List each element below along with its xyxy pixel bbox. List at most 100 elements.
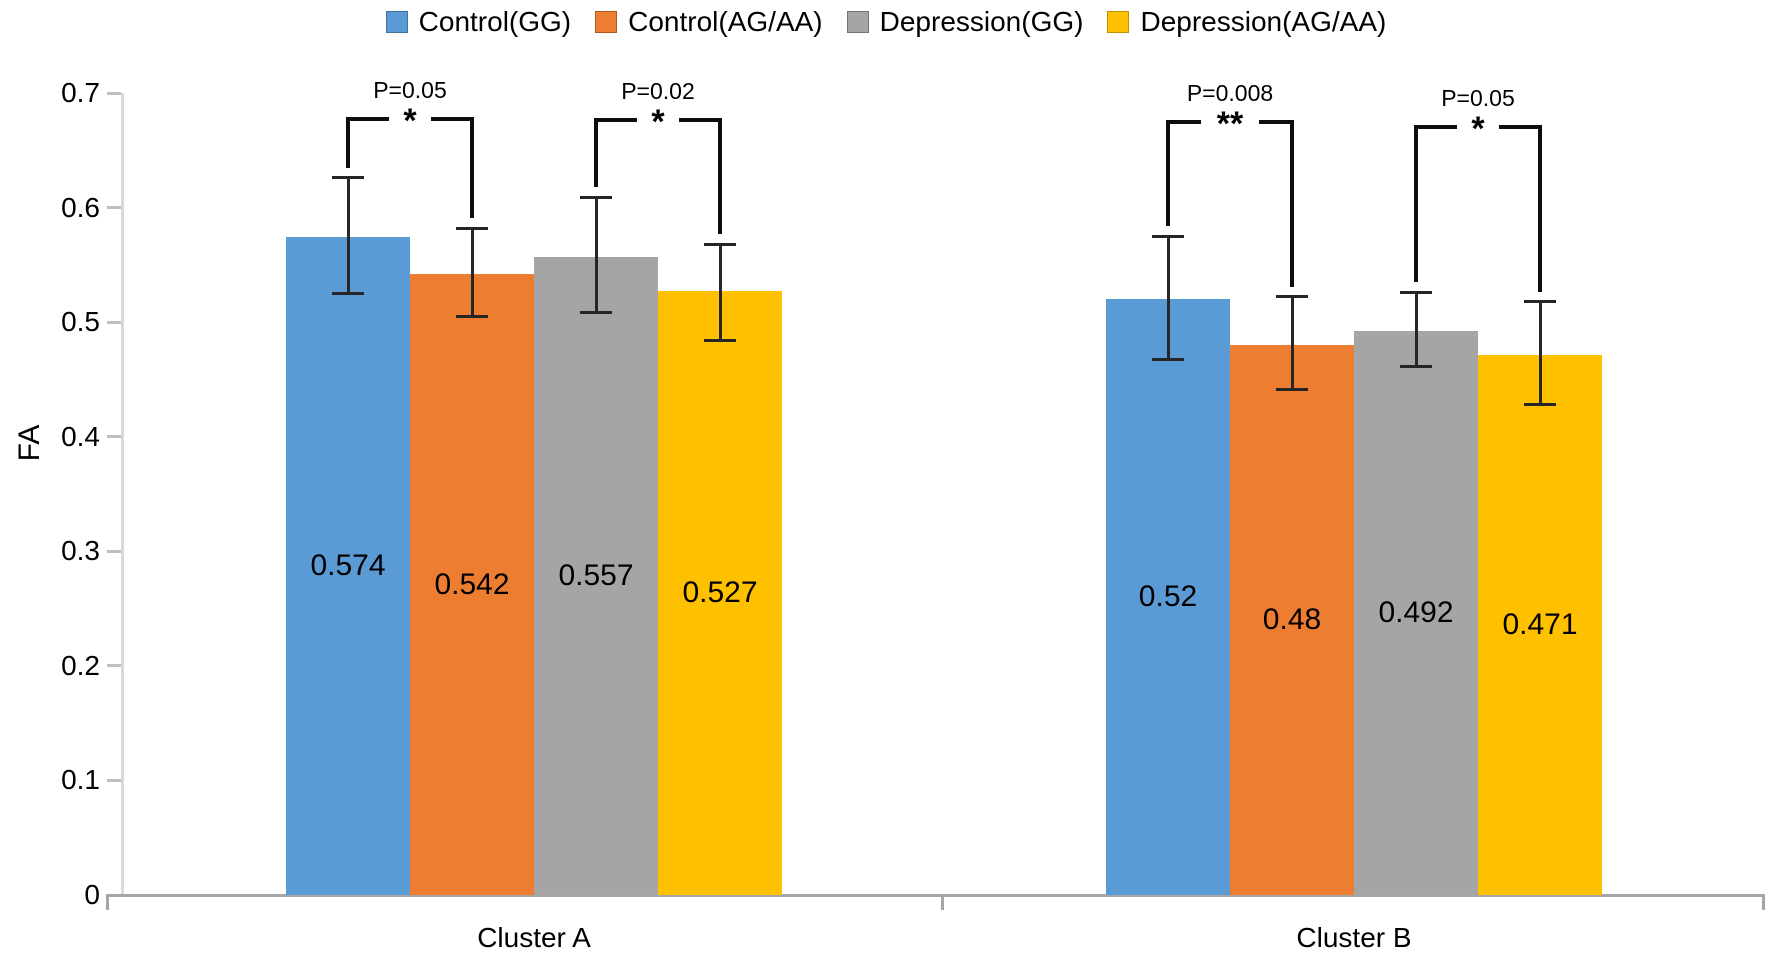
x-axis-tick (1762, 895, 1765, 910)
legend-label: Depression(GG) (879, 6, 1084, 37)
error-bar-line (1538, 301, 1542, 405)
significance-bracket-bar (596, 118, 637, 122)
error-bar-line (470, 228, 474, 317)
y-tick-label: 0.2 (61, 649, 100, 681)
y-tick-label: 0.6 (61, 191, 100, 223)
y-tick-label: 0.7 (61, 77, 100, 108)
error-bar-line (1414, 292, 1418, 367)
error-bar-line (718, 244, 722, 341)
error-bar-cap-top (704, 242, 736, 246)
category-label: Cluster A (477, 922, 591, 953)
y-tick-label: 0.1 (61, 764, 100, 796)
legend-swatch-icon (1107, 11, 1130, 33)
error-bar-line (1166, 236, 1170, 360)
y-tick-mark (107, 664, 121, 668)
p-value-label: P=0.02 (621, 78, 695, 104)
bar (1354, 331, 1478, 895)
significance-stars: * (403, 102, 417, 140)
significance-bracket-right (718, 118, 722, 235)
bar-value-label: 0.52 (1138, 580, 1198, 614)
y-tick-mark (107, 206, 121, 210)
legend-swatch-icon (595, 11, 618, 33)
significance-stars: ** (1216, 105, 1244, 143)
error-bar-cap-top (1400, 290, 1432, 294)
bar-value-label: 0.574 (310, 549, 386, 583)
significance-bracket-right (1290, 120, 1294, 287)
legend-item: Control(GG) (385, 5, 572, 39)
y-axis-line (121, 93, 124, 895)
significance-bracket-bar (1259, 120, 1292, 124)
legend-swatch-icon (846, 11, 869, 33)
error-bar-cap-top (456, 226, 488, 230)
p-value-label: P=0.05 (373, 77, 447, 103)
p-value-label: P=0.05 (1441, 85, 1515, 111)
error-bar-cap-top (1152, 234, 1184, 238)
error-bar-cap-bottom (704, 338, 736, 342)
significance-bracket-right (470, 117, 474, 219)
legend-label: Control(GG) (418, 6, 572, 37)
error-bar-line (1290, 296, 1294, 390)
p-value-label: P=0.008 (1186, 80, 1274, 106)
bar (1230, 345, 1354, 895)
significance-stars: * (1471, 110, 1485, 148)
significance-bracket-left (1414, 125, 1418, 283)
y-tick-mark (107, 91, 121, 95)
bar-value-label: 0.557 (558, 558, 634, 592)
significance-bracket-bar (1416, 125, 1457, 129)
error-bar-cap-top (1524, 300, 1556, 304)
error-bar-cap-top (580, 195, 612, 199)
y-tick-label: 0.5 (61, 306, 100, 338)
significance-bracket-left (1166, 120, 1170, 227)
legend-swatch-icon (385, 11, 408, 33)
legend-item: Control(AG/AA) (595, 5, 823, 39)
x-axis-tick (941, 895, 944, 910)
error-bar-cap-bottom (456, 314, 488, 318)
error-bar-cap-top (1276, 295, 1308, 299)
error-bar-cap-bottom (580, 311, 612, 315)
bar-value-label: 0.542 (434, 567, 510, 601)
y-tick-label: 0 (84, 879, 100, 910)
y-tick-label: 0.4 (61, 420, 100, 452)
y-tick-label: 0.3 (61, 535, 100, 567)
legend: Control(GG) Control(AG/AA) Depression(GG) D… (0, 2, 1772, 42)
error-bar-cap-bottom (1276, 388, 1308, 392)
y-tick-mark (107, 778, 121, 782)
error-bar-line (594, 197, 598, 313)
y-tick-mark (107, 435, 121, 439)
bar-value-label: 0.48 (1262, 603, 1322, 637)
bar (534, 256, 658, 895)
bar (286, 237, 410, 895)
bar-value-label: 0.471 (1502, 608, 1578, 642)
significance-bracket-bar (679, 118, 720, 122)
significance-bracket-left (346, 117, 350, 168)
bar (658, 291, 782, 895)
bar-value-label: 0.527 (682, 576, 758, 610)
bar (1478, 355, 1602, 895)
significance-stars: * (651, 103, 665, 141)
significance-bracket-left (594, 118, 598, 188)
significance-bracket-bar (348, 117, 389, 121)
error-bar-cap-bottom (332, 292, 364, 295)
bar (1106, 299, 1230, 895)
error-bar-line (346, 177, 350, 294)
significance-bracket-bar (1168, 120, 1201, 124)
significance-bracket-bar (431, 117, 472, 121)
y-tick-mark (107, 549, 121, 553)
legend-item: Depression(AG/AA) (1107, 5, 1386, 39)
bar (410, 274, 534, 895)
legend-label: Depression(AG/AA) (1140, 6, 1387, 37)
x-axis-tick (106, 895, 109, 910)
bar-value-label: 0.492 (1378, 596, 1454, 630)
x-axis-line (106, 893, 1765, 897)
legend-item: Depression(GG) (846, 5, 1084, 39)
significance-bracket-right (1538, 125, 1542, 292)
significance-bracket-bar (1499, 125, 1540, 129)
error-bar-cap-top (332, 176, 364, 180)
error-bar-cap-bottom (1400, 365, 1432, 369)
error-bar-cap-bottom (1524, 403, 1556, 407)
legend-label: Control(AG/AA) (628, 6, 823, 37)
y-tick-mark (107, 320, 121, 324)
error-bar-cap-bottom (1152, 358, 1184, 362)
category-label: Cluster B (1296, 922, 1412, 953)
